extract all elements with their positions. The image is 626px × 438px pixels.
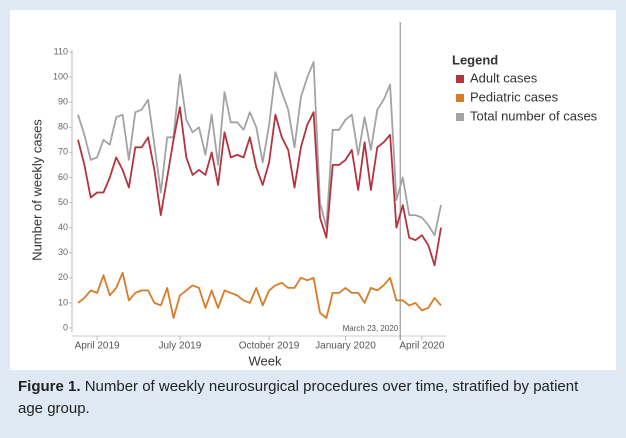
y-tick-label: 0 xyxy=(63,322,68,332)
legend-swatch xyxy=(456,75,464,83)
legend-swatch xyxy=(456,94,464,102)
y-tick-label: 100 xyxy=(53,71,68,81)
y-tick-label: 40 xyxy=(58,222,68,232)
y-axis-label: Number of weekly cases xyxy=(29,119,44,261)
chart-panel xyxy=(10,10,616,370)
x-tick-label: April 2019 xyxy=(75,341,120,352)
y-tick-label: 20 xyxy=(58,272,68,282)
y-tick-label: 50 xyxy=(58,197,68,207)
chart: Number of weekly cases Week Legend 0 10 20… xyxy=(10,10,616,370)
legend-swatch xyxy=(456,113,464,121)
y-tick-label: 60 xyxy=(58,172,68,182)
x-tick-label: January 2020 xyxy=(315,341,376,352)
y-tick-label: 30 xyxy=(58,247,68,257)
series-line xyxy=(77,106,442,267)
caption: Figure 1. Number of weekly neurosurgical… xyxy=(18,376,598,420)
legend-label: Adult cases xyxy=(470,70,538,85)
series-line xyxy=(77,271,442,319)
x-tick-label: July 2019 xyxy=(158,341,201,352)
series-line xyxy=(77,61,442,237)
legend-label: Total number of cases xyxy=(470,108,598,123)
y-tick-label: 110 xyxy=(54,46,68,56)
legend-label: Pediatric cases xyxy=(470,89,559,104)
x-tick-label: April 2020 xyxy=(399,341,444,352)
caption-label: Figure 1. xyxy=(18,378,81,395)
legend-title: Legend xyxy=(452,52,498,67)
annotation-text: March 23, 2020 xyxy=(343,324,399,333)
y-tick-label: 10 xyxy=(58,297,68,307)
x-axis-label: Week xyxy=(249,353,282,368)
caption-text: Number of weekly neurosurgical procedure… xyxy=(18,378,579,417)
y-tick-label: 70 xyxy=(58,147,68,157)
y-tick-label: 80 xyxy=(58,122,68,132)
y-tick-label: 90 xyxy=(58,97,68,107)
x-tick-label: October 2019 xyxy=(239,341,300,352)
